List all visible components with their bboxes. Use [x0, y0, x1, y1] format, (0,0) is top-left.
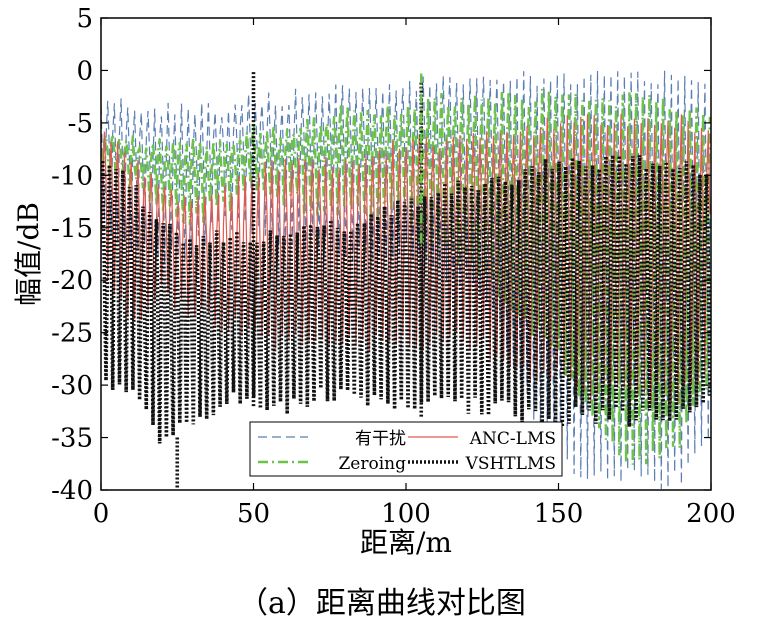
y-tick-label: 5	[76, 4, 93, 34]
x-tick-label: 150	[534, 499, 584, 529]
legend-label: Zeroing	[338, 454, 406, 474]
legend: 有干扰 ANC-LMS Zeroing VSHTLMS	[249, 421, 563, 477]
series-ANC-LMS	[101, 114, 711, 405]
y-tick-label: -20	[51, 266, 93, 296]
y-tick-label: -10	[51, 161, 93, 191]
legend-label: 有干扰	[355, 429, 406, 449]
series-有干扰	[101, 70, 711, 490]
y-axis: 5 0 -5 -10 -15 -20 -25 -30 -35 -40	[51, 4, 711, 506]
y-tick-label: -25	[51, 319, 93, 349]
x-tick-label: 0	[93, 499, 110, 529]
x-tick-label: 100	[381, 499, 431, 529]
y-tick-label: -35	[51, 424, 93, 454]
x-tick-label: 200	[686, 499, 736, 529]
y-axis-label: 幅值/dB	[12, 202, 45, 306]
legend-label: VSHTLMS	[465, 454, 556, 474]
legend-box	[249, 421, 563, 477]
x-tick-label: 50	[237, 499, 270, 529]
y-tick-label: -30	[51, 371, 93, 401]
y-tick-label: 0	[76, 56, 93, 86]
legend-label: ANC-LMS	[469, 429, 556, 449]
x-axis: 0 50 100 150 200	[93, 18, 736, 529]
series-layer	[101, 70, 711, 490]
y-tick-label: -5	[68, 109, 93, 139]
y-tick-label: -15	[51, 214, 93, 244]
series-VSHTLMS	[101, 155, 711, 444]
y-tick-label: -40	[51, 476, 93, 506]
figure-caption: （a）距离曲线对比图	[238, 586, 526, 621]
x-axis-label: 距离/m	[360, 526, 452, 559]
distance-curve-chart: 0 50 100 150 200 50-5-10-15-20-25-30-35-40 距…	[12, 4, 736, 559]
